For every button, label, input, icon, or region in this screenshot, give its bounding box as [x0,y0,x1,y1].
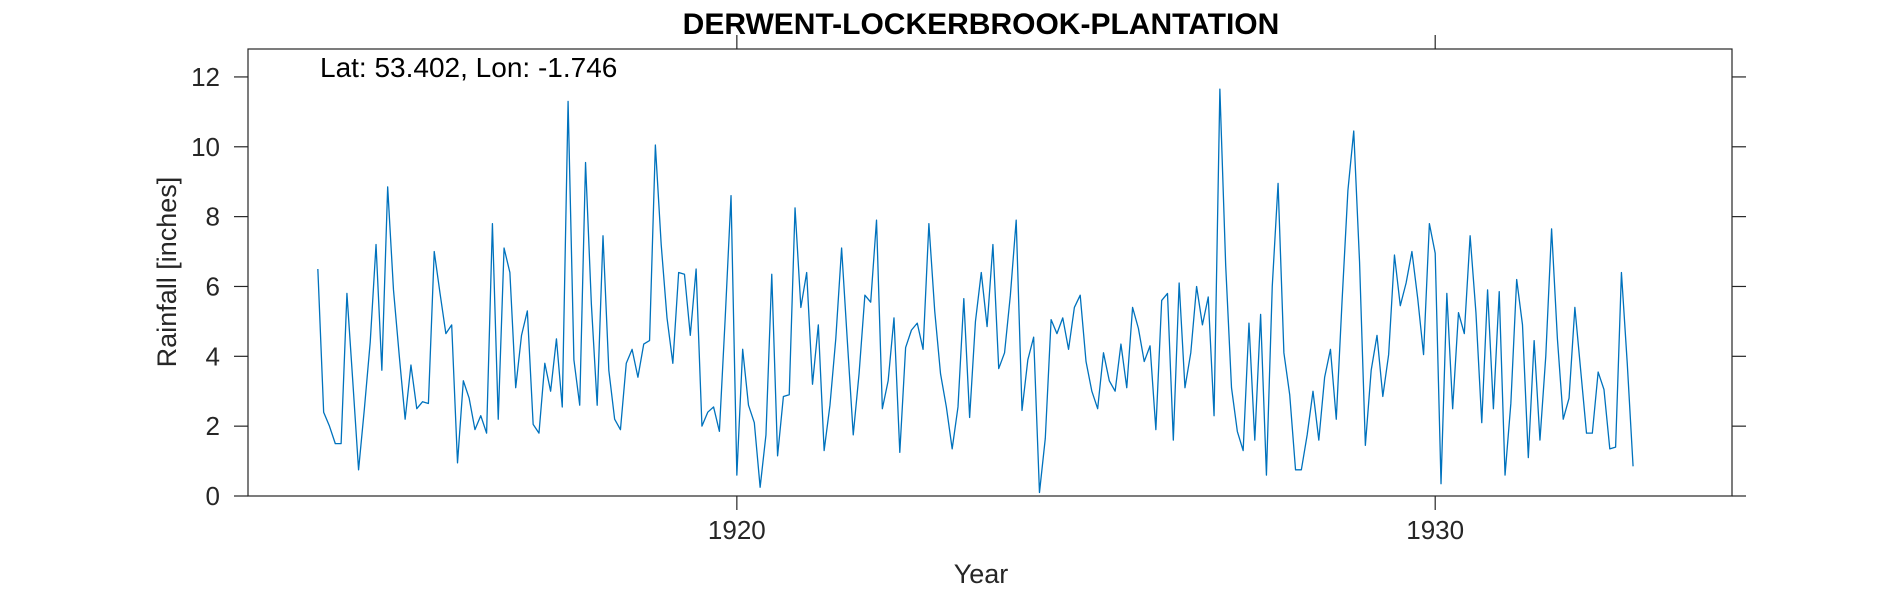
y-axis-label: Rainfall [inches] [152,177,182,368]
series-layer [317,88,1634,494]
axes-layer [247,48,1733,497]
x-tick-label: 1920 [708,515,766,545]
location-annotation: Lat: 53.402, Lon: -1.746 [320,52,617,83]
chart-title: DERWENT-LOCKERBROOK-PLANTATION [683,8,1280,41]
ticks-layer: 0 2 4 6 8 10 12 1920 1930 [191,35,1746,545]
y-tick-label: 8 [206,202,220,232]
y-tick-label: 12 [191,62,220,92]
y-tick-label: 0 [206,481,220,511]
plot-frame [247,48,1733,497]
x-tick-label: 1930 [1406,515,1464,545]
y-tick-label: 10 [191,132,220,162]
x-axis-label: Year [954,559,1009,589]
rainfall-series-line [317,88,1634,494]
labels-layer: DERWENT-LOCKERBROOK-PLANTATION Lat: 53.4… [152,8,1279,589]
y-tick-label: 2 [206,411,220,441]
y-tick-label: 6 [206,271,220,301]
y-tick-label: 4 [206,341,220,371]
